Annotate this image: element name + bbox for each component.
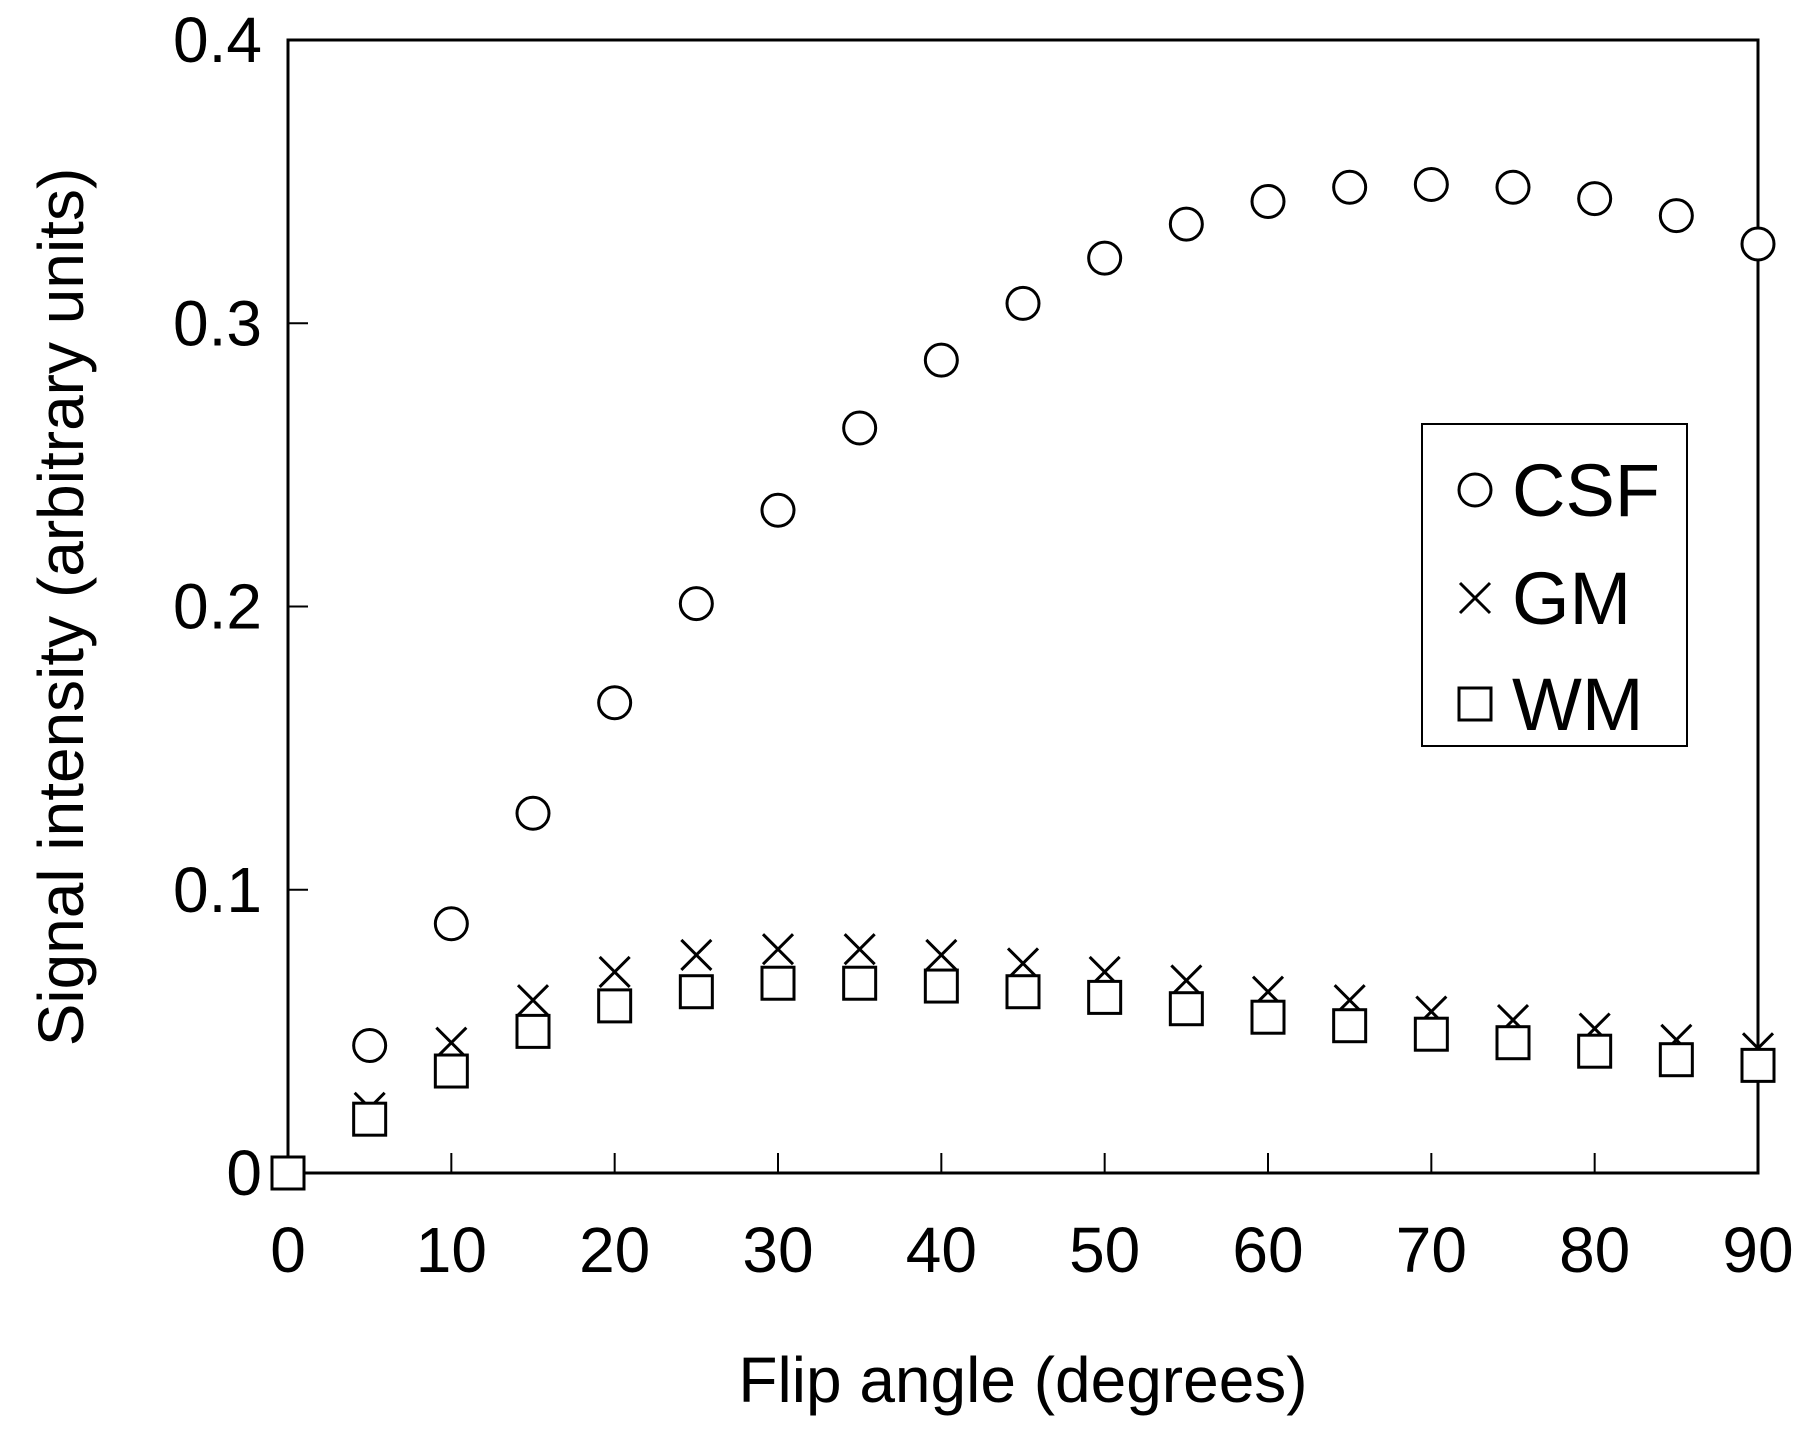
data-point-wm	[1005, 974, 1041, 1010]
data-point-csf	[515, 795, 551, 831]
legend-marker-wm	[1457, 686, 1493, 722]
x-tick-label: 60	[1232, 1214, 1303, 1286]
data-point-gm	[761, 933, 795, 966]
x-tick-label: 30	[742, 1214, 813, 1286]
data-point-gm	[925, 938, 958, 971]
data-point-csf	[597, 685, 633, 721]
y-tick-label: 0.3	[173, 287, 262, 359]
data-point-csf	[678, 586, 714, 622]
legend-label-csf: CSF	[1512, 449, 1660, 532]
data-point-wm	[842, 965, 878, 1001]
x-axis-title: Flip angle (degrees)	[738, 1344, 1307, 1416]
data-point-gm	[516, 984, 550, 1017]
y-axis: 0 0.1 0.2 0.3 0.4	[173, 4, 308, 1209]
x-tick-label: 10	[416, 1214, 487, 1286]
data-point-csf	[923, 342, 959, 378]
data-point-csf	[760, 492, 796, 528]
data-point-wm	[678, 974, 714, 1010]
data-point-csf	[1740, 226, 1776, 262]
y-tick-label: 0.2	[173, 571, 262, 643]
data-point-wm	[1332, 1008, 1368, 1044]
data-point-csf	[1658, 198, 1694, 234]
data-point-wm	[597, 988, 633, 1024]
data-point-csf	[1250, 183, 1286, 219]
data-point-gm	[1170, 964, 1203, 997]
x-tick-label: 50	[1069, 1214, 1140, 1286]
y-axis-title: Signal intensity (arbitrary units)	[25, 168, 97, 1047]
data-point-wm	[1250, 999, 1286, 1035]
data-point-gm	[680, 938, 713, 971]
x-axis: 0 10 20 30 40 50 60 70 80 90	[270, 1153, 1794, 1286]
data-point-wm	[1577, 1033, 1613, 1069]
y-tick-label: 0.4	[173, 4, 262, 76]
y-tick-label: 0	[226, 1137, 262, 1209]
x-tick-label: 80	[1559, 1214, 1630, 1286]
data-point-csf	[1168, 206, 1204, 242]
data-point-wm	[515, 1013, 551, 1049]
x-tick-label: 70	[1396, 1214, 1467, 1286]
legend: CSF GM WM	[1421, 423, 1688, 747]
legend-marker-csf	[1457, 472, 1493, 508]
data-point-csf	[1087, 240, 1123, 276]
data-point-csf	[1577, 181, 1613, 217]
data-point-csf	[1005, 285, 1041, 321]
data-point-wm	[923, 968, 959, 1004]
legend-label-wm: WM	[1512, 663, 1644, 746]
data-point-wm	[1087, 979, 1123, 1015]
data-point-gm	[843, 933, 876, 966]
data-point-csf	[842, 410, 878, 446]
data-point-gm	[1006, 947, 1040, 980]
data-point-wm	[1740, 1047, 1776, 1083]
x-tick-label: 40	[906, 1214, 977, 1286]
legend-label-gm: GM	[1512, 557, 1631, 640]
data-point-wm	[352, 1101, 388, 1137]
data-point-csf	[433, 906, 469, 942]
x-tick-label: 0	[270, 1214, 306, 1286]
data-point-wm	[1658, 1042, 1694, 1078]
data-point-wm	[433, 1053, 469, 1089]
x-tick-label: 20	[579, 1214, 650, 1286]
y-tick-label: 0.1	[173, 854, 262, 926]
x-tick-label: 90	[1722, 1214, 1793, 1286]
data-point-csf	[352, 1028, 388, 1064]
data-points	[270, 166, 1776, 1191]
data-point-wm	[760, 965, 796, 1001]
data-point-wm	[1413, 1016, 1449, 1052]
data-point-wm	[270, 1155, 306, 1191]
data-point-wm	[1168, 991, 1204, 1027]
data-point-gm	[598, 955, 631, 988]
legend-marker-gm	[1458, 581, 1492, 615]
data-point-csf	[1332, 169, 1368, 205]
data-point-wm	[1495, 1025, 1531, 1061]
data-point-csf	[1413, 166, 1449, 202]
data-point-csf	[1495, 169, 1531, 205]
data-point-gm	[435, 1026, 468, 1059]
